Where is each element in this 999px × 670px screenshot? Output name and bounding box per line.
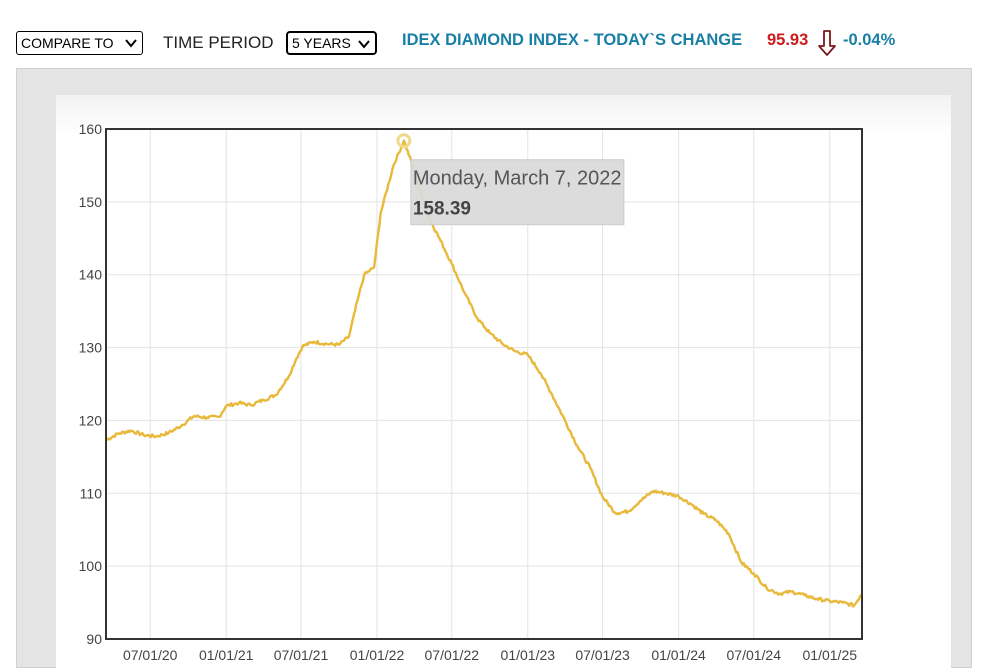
- y-tick-label: 160: [79, 121, 103, 137]
- y-tick-label: 90: [86, 631, 102, 647]
- hover-point-marker: [396, 133, 412, 149]
- y-tick-label: 150: [79, 194, 103, 210]
- compare-to-select[interactable]: COMPARE TO: [16, 31, 143, 55]
- y-tick-label: 120: [79, 412, 103, 428]
- compare-to-label: COMPARE TO: [21, 35, 114, 51]
- tooltip-value: 158.39: [413, 199, 471, 220]
- toolbar: COMPARE TO TIME PERIOD 5 YEARS IDEX DIAM…: [0, 0, 999, 66]
- x-tick-label: 07/01/20: [123, 647, 178, 663]
- series-line[interactable]: [105, 139, 864, 608]
- y-tick-label: 100: [79, 558, 103, 574]
- x-tick-label: 07/01/23: [575, 647, 630, 663]
- y-tick-label: 110: [80, 485, 103, 501]
- y-tick-label: 140: [79, 267, 103, 283]
- arrow-down-icon: [818, 30, 836, 56]
- x-tick-label: 01/01/23: [501, 647, 556, 663]
- tooltip-box: [410, 159, 625, 226]
- x-tick-label: 01/01/21: [199, 647, 254, 663]
- x-tick-label: 07/01/21: [274, 647, 329, 663]
- x-tick-label: 07/01/22: [425, 647, 480, 663]
- x-tick-label: 07/01/24: [727, 647, 782, 663]
- x-tick-label: 01/01/22: [350, 647, 405, 663]
- plot-frame: [105, 128, 863, 640]
- time-period-select[interactable]: 5 YEARS: [286, 31, 377, 55]
- index-value: 95.93: [767, 31, 809, 49]
- chevron-down-icon: [358, 40, 370, 49]
- tooltip-date: Monday, March 7, 2022: [413, 168, 622, 190]
- chevron-down-icon: [125, 39, 137, 48]
- index-change: -0.04%: [843, 31, 896, 49]
- time-period-value: 5 YEARS: [292, 35, 351, 51]
- x-tick-label: 01/01/25: [803, 647, 858, 663]
- index-title: IDEX DIAMOND INDEX - TODAY`S CHANGE: [402, 31, 743, 49]
- time-period-label: TIME PERIOD: [163, 33, 274, 52]
- x-tick-label: 01/01/24: [651, 647, 706, 663]
- y-tick-label: 130: [79, 340, 103, 356]
